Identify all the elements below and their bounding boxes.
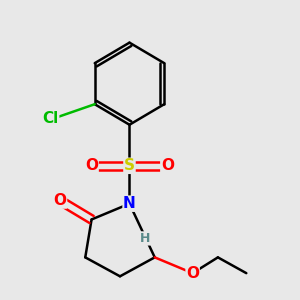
Text: O: O [53, 193, 67, 208]
Text: N: N [123, 196, 136, 211]
Text: O: O [186, 266, 199, 281]
Text: H: H [140, 232, 151, 245]
Text: Cl: Cl [42, 111, 59, 126]
Text: O: O [161, 158, 174, 173]
Text: O: O [85, 158, 98, 173]
Text: S: S [124, 158, 135, 173]
